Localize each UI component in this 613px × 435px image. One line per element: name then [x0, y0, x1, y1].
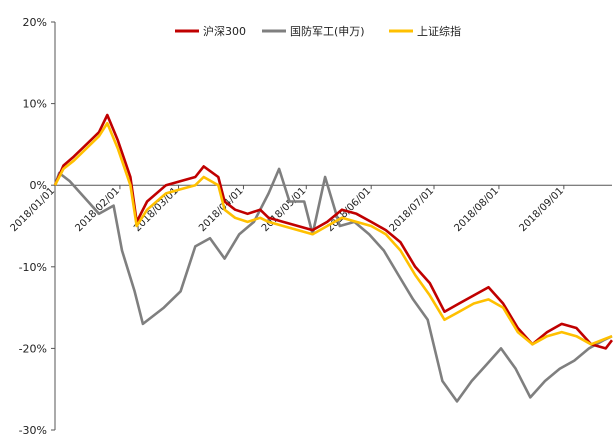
series-line-defense	[53, 167, 613, 403]
x-tick-label: 2018/06/01	[325, 186, 374, 235]
legend-item-defense: 国防军工(申万)	[262, 24, 365, 38]
x-tick-label: 2018/01/01	[9, 186, 58, 235]
y-tick-label: -20%	[19, 342, 47, 355]
x-tick-label: 2018/09/01	[517, 186, 566, 235]
legend-item-sse: 上证综指	[389, 24, 461, 38]
series-layer	[53, 113, 613, 403]
y-tick-label: -30%	[19, 424, 47, 435]
legend-item-hs300: 沪深300	[175, 24, 246, 38]
y-tick-label: 10%	[23, 98, 47, 111]
series-line-sse	[53, 121, 613, 346]
x-tick-label: 2018/07/01	[388, 186, 437, 235]
y-tick-label: 20%	[23, 16, 47, 29]
y-tick-label: -10%	[19, 261, 47, 274]
legend-label-sse: 上证综指	[417, 24, 461, 38]
legend: 沪深300 国防军工(申万) 上证综指	[175, 24, 461, 38]
legend-label-hs300: 沪深300	[203, 24, 246, 38]
x-tick-label: 2018/08/01	[453, 186, 502, 235]
y-tick-label: 0%	[30, 179, 47, 192]
legend-label-defense: 国防军工(申万)	[290, 24, 365, 38]
